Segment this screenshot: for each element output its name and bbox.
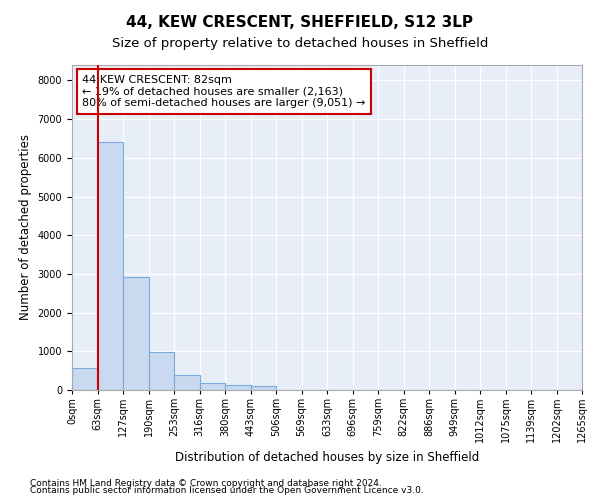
Y-axis label: Number of detached properties: Number of detached properties xyxy=(19,134,32,320)
Text: 44, KEW CRESCENT, SHEFFIELD, S12 3LP: 44, KEW CRESCENT, SHEFFIELD, S12 3LP xyxy=(127,15,473,30)
Text: 44 KEW CRESCENT: 82sqm
← 19% of detached houses are smaller (2,163)
80% of semi-: 44 KEW CRESCENT: 82sqm ← 19% of detached… xyxy=(82,74,365,108)
Bar xyxy=(72,368,97,390)
Bar xyxy=(225,385,251,390)
Text: Contains HM Land Registry data © Crown copyright and database right 2024.: Contains HM Land Registry data © Crown c… xyxy=(30,478,382,488)
Bar xyxy=(251,386,276,390)
X-axis label: Distribution of detached houses by size in Sheffield: Distribution of detached houses by size … xyxy=(175,451,479,464)
Bar xyxy=(149,352,174,390)
Bar xyxy=(174,376,199,390)
Text: Size of property relative to detached houses in Sheffield: Size of property relative to detached ho… xyxy=(112,38,488,51)
Text: Contains public sector information licensed under the Open Government Licence v3: Contains public sector information licen… xyxy=(30,486,424,495)
Bar xyxy=(123,277,149,390)
Bar xyxy=(97,142,123,390)
Bar xyxy=(199,383,225,390)
